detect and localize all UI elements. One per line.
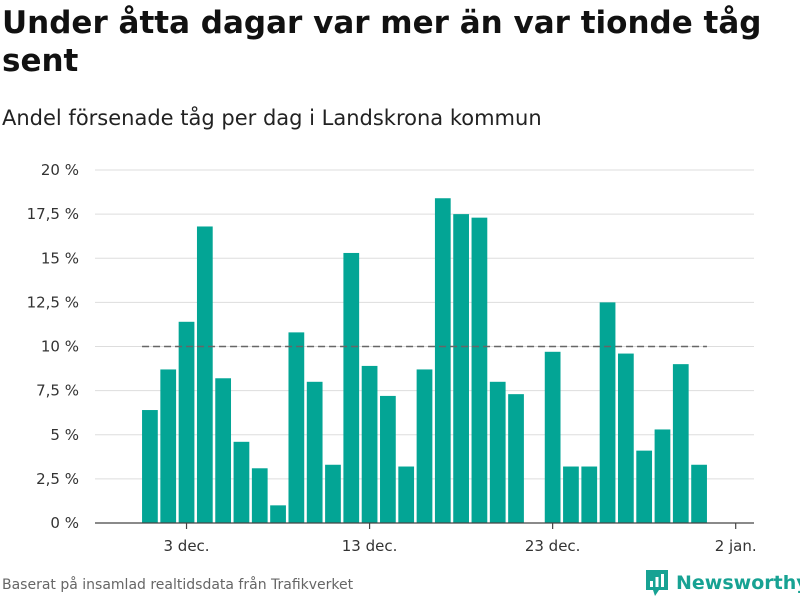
bar [306,381,323,523]
bar [636,450,653,523]
bar [672,364,689,523]
x-tick-label: 23 dec. [525,537,581,555]
x-tick-label: 2 jan. [715,537,757,555]
y-tick-label: 0 % [50,514,79,532]
y-tick-label: 7,5 % [36,382,79,400]
bar [160,369,177,523]
y-axis: 0 % 2,5 % 5 % 7,5 % 10 % 12,5 % 15 % 17,5 % 20 % [27,161,79,532]
source-note: Baserat på insamlad realtidsdata från Tr… [2,577,354,593]
y-tick-label: 17,5 % [27,205,79,223]
bar [233,441,250,523]
bar-series [142,198,707,524]
bar [196,226,213,523]
bar [416,369,433,523]
y-tick-label: 15 % [41,249,79,267]
chart-title: Under åtta dagar var mer än var tionde t… [2,5,762,79]
bar [654,429,671,523]
y-tick-label: 2,5 % [36,470,79,488]
bar [270,505,286,523]
bar [434,198,451,524]
bar [471,217,488,523]
bar [142,410,158,523]
bar [398,466,415,523]
bar [489,381,506,523]
bar [508,394,524,523]
y-tick-label: 20 % [41,161,79,179]
chart-subtitle: Andel försenade tåg per dag i Landskrona… [2,106,542,130]
bar [691,464,707,523]
bar [599,302,616,523]
bar [288,332,305,523]
bar [453,214,469,523]
bar [380,395,396,523]
x-axis: 3 dec. 13 dec. 23 dec. 2 jan. [95,522,757,555]
bar-chart: 3 dec. 13 dec. 23 dec. 2 jan. 0 % 2,5 % 5 % 7,… [27,161,757,555]
y-tick-label: 12,5 % [27,293,79,311]
brand-logo[interactable]: Newsworthy [644,568,800,598]
bar [361,365,378,523]
bar [563,466,579,523]
y-tick-label: 10 % [41,338,79,356]
bar [215,378,232,523]
bar [544,351,561,523]
y-tick-label: 5 % [50,426,79,444]
bar [617,353,634,523]
bar [581,466,598,523]
brand-name: Newsworthy [676,572,800,594]
bar [178,321,195,523]
bar [251,468,268,523]
x-tick-label: 13 dec. [342,537,398,555]
x-tick-label: 3 dec. [163,537,209,555]
newsworthy-logo-icon [646,570,668,596]
bar [325,464,341,523]
bar [343,252,360,523]
